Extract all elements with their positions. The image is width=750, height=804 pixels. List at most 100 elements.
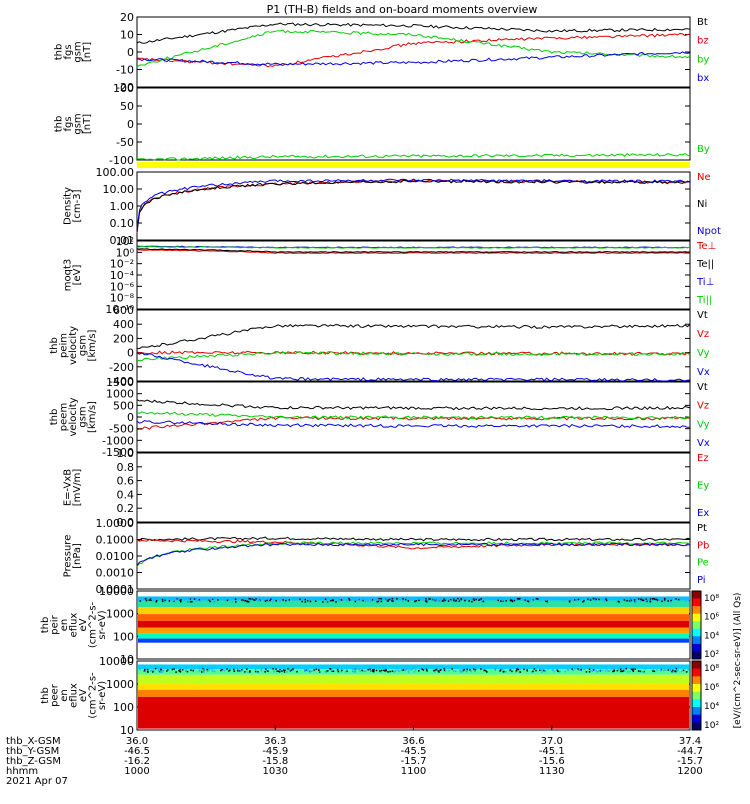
spectrogram-speckle <box>468 600 470 602</box>
spectrogram-speckle <box>686 598 688 600</box>
spectrogram-speckle <box>139 600 142 602</box>
spectrogram-speckle <box>610 598 612 601</box>
spectrogram-speckle <box>540 669 543 671</box>
colorbar-tick-label: 10⁶ <box>704 613 719 623</box>
spectrogram-speckle <box>336 668 339 671</box>
colorbar-segment <box>692 661 701 670</box>
spectrogram-speckle <box>577 598 580 601</box>
spectrogram-speckle <box>362 670 364 672</box>
spectrogram-speckle <box>535 597 538 600</box>
spectrogram-speckle <box>260 668 263 671</box>
spectrogram-speckle <box>482 669 485 671</box>
spectrogram-speckle <box>433 669 435 672</box>
spectrogram-speckle <box>598 598 600 601</box>
legend-vx: Vx <box>697 367 710 378</box>
spectrogram-speckle <box>208 599 211 601</box>
y-tick-label: 0.0010 <box>96 567 135 580</box>
spectrogram-speckle <box>258 600 261 602</box>
spectrogram-speckle <box>645 598 647 601</box>
spectrogram-speckle <box>361 599 363 602</box>
spectrogram-speckle <box>185 668 187 670</box>
spectrogram-speckle <box>177 597 180 600</box>
spectrogram-speckle <box>268 600 270 602</box>
legend-vy: Vy <box>697 348 710 359</box>
spectrogram-speckle <box>375 599 378 601</box>
spectrogram-speckle <box>463 668 466 671</box>
spectrogram-speckle <box>439 600 442 603</box>
spectrogram-speckle <box>150 600 153 602</box>
spectrogram-speckle <box>266 601 268 603</box>
spectrogram-speckle <box>418 670 420 672</box>
spectrogram-speckle <box>653 670 656 673</box>
spectrogram-speckle <box>659 669 662 672</box>
spectrogram-speckle <box>208 668 211 671</box>
spectrogram-speckle <box>687 668 690 671</box>
series-line-vt <box>136 399 691 411</box>
spectrogram-speckle <box>397 599 399 601</box>
series-line-vy <box>136 411 691 420</box>
y-tick-label: 0.10 <box>110 217 135 230</box>
y-axis-label-line: [nPa] <box>72 543 83 569</box>
series-line-bx <box>136 51 691 66</box>
spectrogram-speckle <box>632 599 634 602</box>
spectrogram-speckle <box>460 598 463 600</box>
spectrogram-speckle <box>677 598 680 601</box>
spectrogram-speckle <box>193 668 195 670</box>
spectrogram-speckle <box>513 599 516 602</box>
xaxis-value-z: -15.7 <box>401 756 427 767</box>
spectrogram-speckle <box>193 598 196 600</box>
spectrogram-speckle <box>595 598 597 601</box>
spectrogram-speckle <box>543 669 545 672</box>
spectrogram-speckle <box>248 600 250 603</box>
spectrogram-speckle <box>164 601 166 603</box>
spectrogram-speckle <box>304 668 306 671</box>
y-tick-label: -1500 <box>102 446 134 459</box>
spectrogram-speckle <box>452 599 455 602</box>
spectrogram-speckle <box>641 599 644 601</box>
spectrogram-speckle <box>664 669 667 671</box>
xaxis-row-label: thb_X-GSM <box>6 736 61 747</box>
spectrogram-speckle <box>209 600 211 603</box>
spectrogram-speckle <box>161 671 164 673</box>
spectrogram-speckle <box>341 669 343 672</box>
spectrogram-speckle <box>235 599 238 602</box>
spectrogram-speckle <box>685 600 687 602</box>
spectrogram-speckle <box>523 668 525 671</box>
spectrogram-speckle <box>275 668 277 670</box>
spectrogram-band <box>138 600 689 608</box>
spectrogram-speckle <box>629 599 631 601</box>
spectrogram-frame <box>136 590 691 660</box>
spectrogram-speckle <box>238 598 241 601</box>
spectrogram-speckle <box>211 669 214 672</box>
spectrogram-speckle <box>324 598 327 601</box>
colorbar-tick-label: 10⁸ <box>704 664 719 674</box>
legend-npot: Npot <box>697 226 721 237</box>
xaxis-value-x: 36.0 <box>126 736 148 747</box>
spectrogram-speckle <box>272 599 275 601</box>
y-tick-label: 10000 <box>99 585 134 598</box>
spectrogram-speckle <box>180 600 182 603</box>
spectrogram-speckle <box>306 670 308 672</box>
spectrogram-speckle <box>527 600 530 603</box>
series-line-vx <box>136 420 691 429</box>
spectrogram-band <box>138 614 689 621</box>
spectrogram-speckle <box>604 670 607 672</box>
spectrogram-speckle <box>171 668 174 671</box>
spectrogram-speckle <box>397 669 399 672</box>
y-tick-label: -200 <box>109 361 134 374</box>
spectrogram-speckle <box>648 597 651 600</box>
spectrogram-speckle <box>203 671 205 673</box>
spectrogram-speckle <box>571 598 573 600</box>
legend-vy: Vy <box>697 419 710 430</box>
spectrogram-speckle <box>474 670 476 673</box>
spectrogram-speckle <box>209 599 211 601</box>
y-tick-label: 0 <box>127 118 134 131</box>
spectrogram-speckle <box>501 601 503 603</box>
legend-by: by <box>697 54 709 65</box>
spectrogram-speckle <box>516 599 518 602</box>
spectrogram-speckle <box>178 669 180 672</box>
spectrogram-speckle <box>275 599 277 602</box>
colorbar-segment <box>692 668 701 677</box>
